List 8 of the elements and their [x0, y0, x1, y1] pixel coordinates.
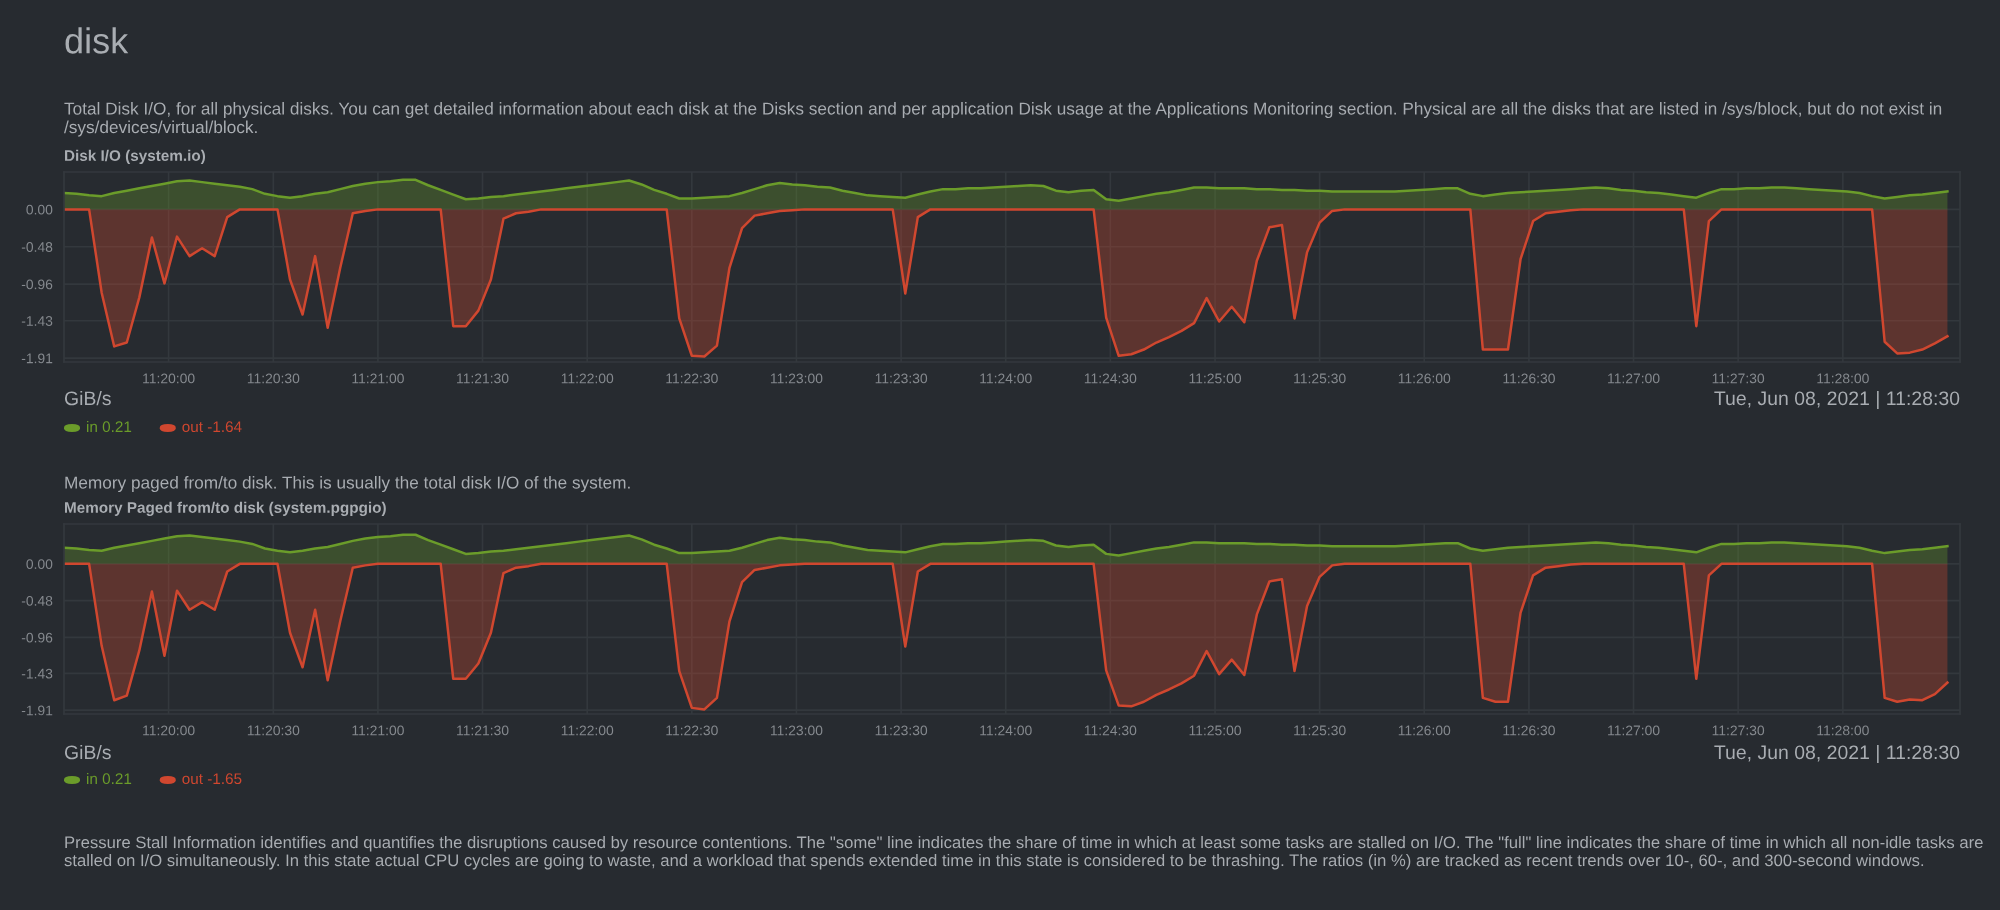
- chart-subtitle: Memory paged from/to disk. This is usually the total disk I/O of the system.: [65, 476, 630, 493]
- text: Tue, Jun 08, 2021 | 11:28:30: [1714, 390, 1960, 410]
- text: disk: [65, 27, 129, 54]
- chart-subtitle: Total Disk I/O, for all physical disks. You can get detailed information about each disk at the Disks section and per application Disk usage at the Applications Monitoring section. Physical are all the disks that are listed in /sys/block, but do not exist in /sys/devices/virtual/block.: [64, 102, 1942, 137]
- text: Pressure Stall Information identifies and quantifies the disruptions caused by resource contentions. The "some" line indicates the share of time in which at least some tasks are stalled on I/O. The "full" line indicates the share of time in which all non-idle tasks are stalled on I/O simultaneously. In this state actual CPU cycles are going to waste, and a workload that spends extended time in this state is considered to be thrashing. The ratios (in %) are tracked as recent trends over 10-, 60-, and 300-second windows.: [64, 836, 1983, 870]
- text: GiB/s: [64, 744, 111, 760]
- text: Tue, Jun 08, 2021 | 11:28:30: [1714, 744, 1960, 764]
- text: GiB/s: [64, 390, 111, 406]
